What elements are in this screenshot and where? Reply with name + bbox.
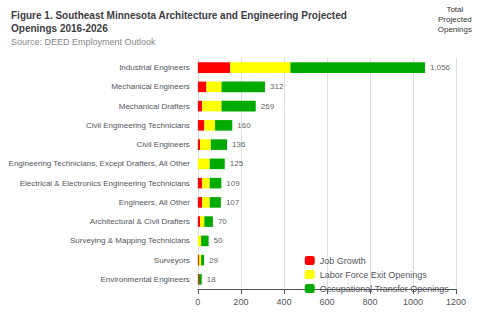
svg-text:1200: 1200 <box>446 297 466 307</box>
svg-text:Total: Total <box>446 5 463 14</box>
svg-text:312: 312 <box>270 82 284 91</box>
svg-text:Labor Force Exit Openings: Labor Force Exit Openings <box>320 270 428 280</box>
svg-text:Electrical & Electronics Engin: Electrical & Electronics Engineering Tec… <box>20 179 190 188</box>
svg-text:200: 200 <box>233 297 248 307</box>
svg-text:Engineers, All Other: Engineers, All Other <box>119 198 190 207</box>
svg-text:Civil Engineers: Civil Engineers <box>137 140 190 149</box>
svg-text:Industrial Engineers: Industrial Engineers <box>119 63 190 72</box>
svg-text:Figure 1. Southeast Minnesota: Figure 1. Southeast Minnesota Architectu… <box>11 10 347 21</box>
svg-text:Mechanical Drafters: Mechanical Drafters <box>119 102 190 111</box>
svg-text:Engineering Technicians, Excep: Engineering Technicians, Except Drafters… <box>9 159 191 168</box>
svg-text:800: 800 <box>362 297 377 307</box>
svg-text:109: 109 <box>226 179 240 188</box>
svg-text:Mechanical Engineers: Mechanical Engineers <box>111 82 190 91</box>
svg-text:269: 269 <box>261 102 275 111</box>
svg-text:160: 160 <box>237 121 251 130</box>
svg-text:0: 0 <box>195 297 200 307</box>
svg-text:Civil Engineering Technicians: Civil Engineering Technicians <box>86 121 190 130</box>
svg-text:600: 600 <box>319 297 334 307</box>
svg-text:Architectural & Civil Drafters: Architectural & Civil Drafters <box>90 217 190 226</box>
svg-text:50: 50 <box>214 236 223 245</box>
svg-text:136: 136 <box>232 140 246 149</box>
svg-text:Openings: Openings <box>438 25 472 34</box>
svg-text:Surveyors: Surveyors <box>154 256 190 265</box>
svg-text:70: 70 <box>218 217 227 226</box>
svg-text:Openings 2016-2026: Openings 2016-2026 <box>11 23 108 34</box>
svg-text:Projected: Projected <box>438 15 472 24</box>
svg-text:18: 18 <box>207 275 216 284</box>
svg-text:125: 125 <box>230 159 244 168</box>
svg-text:1,056: 1,056 <box>430 63 451 72</box>
svg-text:29: 29 <box>209 256 218 265</box>
svg-text:Source: DEED Employment Outloo: Source: DEED Employment Outlook <box>11 37 156 47</box>
svg-text:Occupational Transfer Openings: Occupational Transfer Openings <box>320 284 450 294</box>
svg-text:107: 107 <box>226 198 240 207</box>
svg-text:Job Growth: Job Growth <box>320 256 366 266</box>
svg-text:400: 400 <box>276 297 291 307</box>
svg-text:Surveying & Mapping Technician: Surveying & Mapping Technicians <box>70 236 190 245</box>
svg-text:Environmental Engineers: Environmental Engineers <box>100 275 189 284</box>
svg-text:1000: 1000 <box>403 297 423 307</box>
